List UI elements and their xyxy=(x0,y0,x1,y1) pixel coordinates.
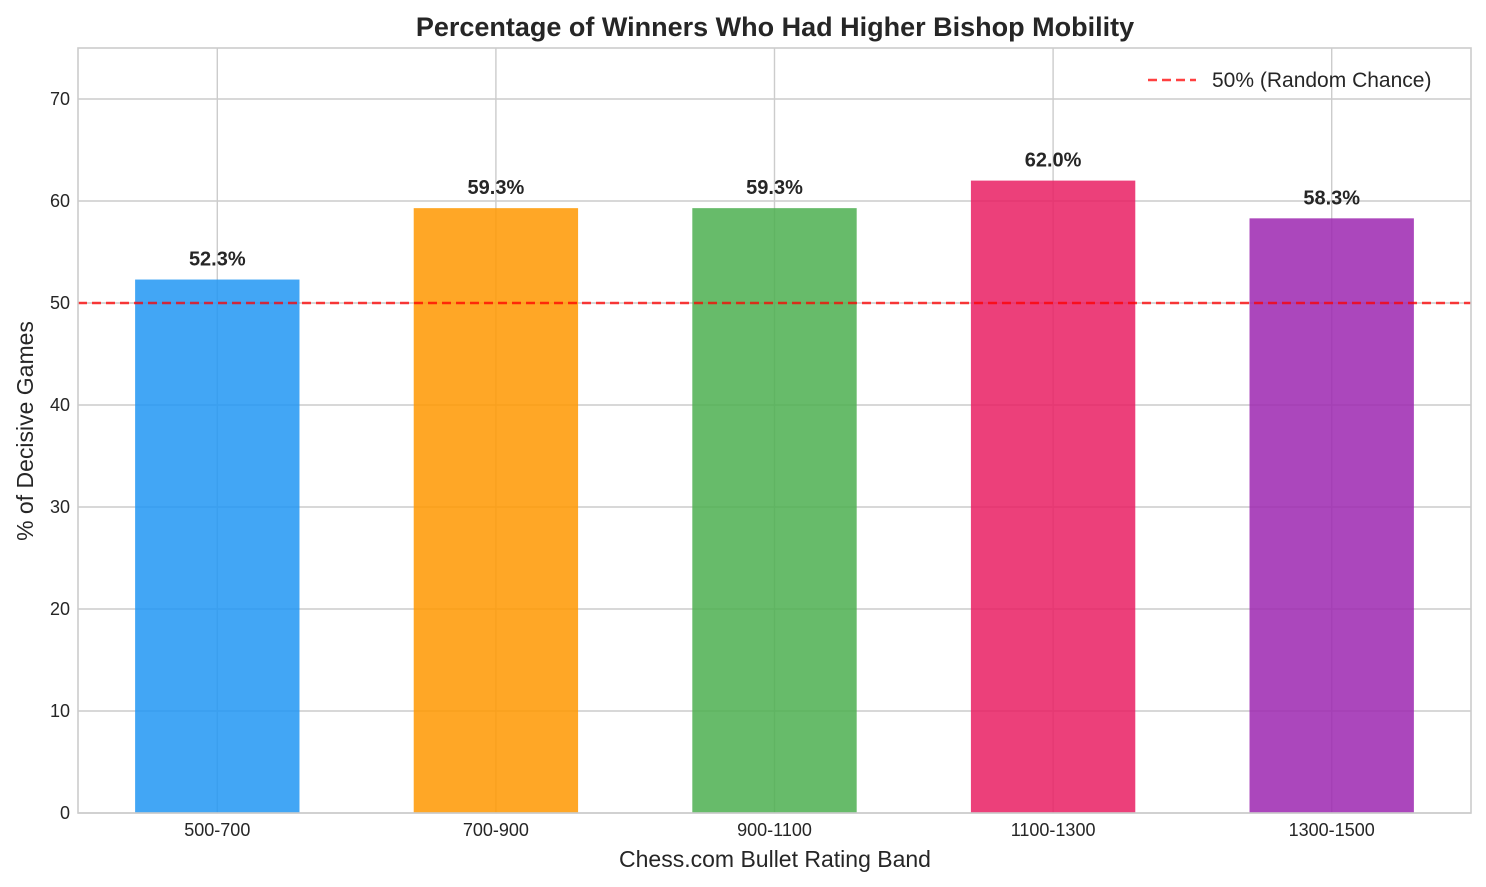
y-tick-label: 40 xyxy=(50,395,70,415)
y-axis-label: % of Decisive Games xyxy=(12,321,38,541)
y-tick-label: 0 xyxy=(60,803,70,823)
data-label: 52.3% xyxy=(189,249,246,271)
y-tick-label: 30 xyxy=(50,497,70,517)
chart-title: Percentage of Winners Who Had Higher Bis… xyxy=(416,12,1134,42)
bar-1100-1300 xyxy=(970,180,1136,814)
data-labels: 52.3% 59.3% 59.3% 62.0% 58.3% xyxy=(189,150,1360,271)
data-label: 59.3% xyxy=(746,177,803,199)
x-tick-label: 1300-1500 xyxy=(1289,820,1375,840)
data-label: 58.3% xyxy=(1303,187,1360,209)
bar-500-700 xyxy=(135,279,300,813)
x-tick-label: 900-1100 xyxy=(737,820,812,840)
x-tick-label: 700-900 xyxy=(463,820,529,840)
bars xyxy=(135,180,1414,814)
data-label: 59.3% xyxy=(468,177,525,199)
bar-1300-1500 xyxy=(1249,218,1414,814)
y-tick-label: 60 xyxy=(50,191,70,211)
data-label: 62.0% xyxy=(1025,150,1082,172)
y-tick-label: 20 xyxy=(50,599,70,619)
bar-900-1100 xyxy=(692,208,857,813)
y-tick-labels: 0 10 20 30 40 50 60 70 xyxy=(50,89,70,823)
x-tick-label: 1100-1300 xyxy=(1011,820,1096,840)
legend: 50% (Random Chance) xyxy=(1148,69,1431,92)
x-tick-label: 500-700 xyxy=(184,820,250,840)
x-tick-labels: 500-700 700-900 900-1100 1100-1300 1300-1500 xyxy=(184,820,1374,840)
bar-700-900 xyxy=(413,208,579,813)
y-tick-label: 50 xyxy=(50,293,70,313)
y-tick-label: 10 xyxy=(50,701,70,721)
x-axis-label: Chess.com Bullet Rating Band xyxy=(619,846,931,872)
legend-label: 50% (Random Chance) xyxy=(1212,69,1431,92)
plot-frame xyxy=(77,47,1472,814)
y-tick-label: 70 xyxy=(50,89,70,109)
